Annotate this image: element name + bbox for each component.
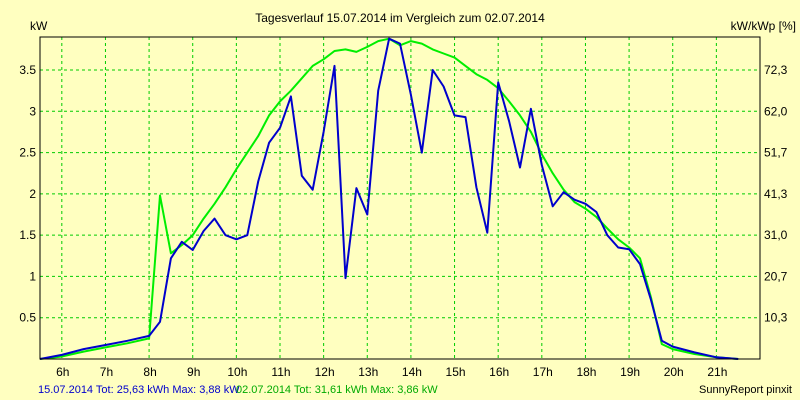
x-tick-label: 18h <box>576 365 596 379</box>
series-layer <box>39 37 739 360</box>
y-tick-label: 1 <box>29 269 36 283</box>
x-tick-label: 19h <box>620 365 640 379</box>
x-tick-label: 21h <box>707 365 727 379</box>
x-tick-label: 20h <box>664 365 684 379</box>
x-tick-label: 6h <box>56 365 69 379</box>
y-tick-label: 2 <box>29 187 36 201</box>
x-tick-label: 16h <box>489 365 509 379</box>
grid <box>40 37 760 359</box>
series-line-02.07.2014 <box>39 37 739 360</box>
y-axis-left-label: kW <box>30 19 48 33</box>
y2-tick-label: 31,0 <box>764 228 788 242</box>
x-tick-label: 8h <box>143 365 156 379</box>
x-tick-label: 9h <box>187 365 200 379</box>
x-tick-label: 17h <box>533 365 553 379</box>
footer-series-green-summary: 02.07.2014 Tot: 31,61 kWh Max: 3,86 kW <box>236 384 438 396</box>
x-tick-label: 14h <box>402 365 422 379</box>
y-tick-label: 3.5 <box>19 63 36 77</box>
y-tick-label: 3 <box>29 104 36 118</box>
footer-series-blue-summary: 15.07.2014 Tot: 25,63 kWh Max: 3,88 kW <box>38 384 240 396</box>
y2-tick-label: 62,0 <box>764 104 788 118</box>
y2-tick-label: 41,3 <box>764 187 788 201</box>
footer-credit: SunnyReport pinxit <box>699 384 792 396</box>
y-tick-label: 2.5 <box>19 146 36 160</box>
y-axis-right-label: kW/kWp [%] <box>731 19 796 33</box>
x-tick-label: 10h <box>227 365 247 379</box>
x-tick-label: 7h <box>100 365 113 379</box>
chart-title: Tagesverlauf 15.07.2014 im Vergleich zum… <box>255 11 545 25</box>
y2-tick-label: 72,3 <box>764 63 788 77</box>
y-tick-label: 0.5 <box>19 311 36 325</box>
y-tick-label: 1.5 <box>19 228 36 242</box>
y2-tick-label: 10,3 <box>764 311 788 325</box>
x-tick-label: 11h <box>271 365 290 379</box>
x-tick-label: 15h <box>446 365 466 379</box>
x-tick-label: 12h <box>315 365 335 379</box>
plot-area-frame <box>39 36 761 360</box>
y2-tick-label: 51,7 <box>764 146 788 160</box>
series-line-15.07.2014 <box>39 37 739 360</box>
tick-labels: 6h 7h 8h 9h 10h 11h 12h 13h 14h 15h 16h 17h 18h 19h 20… <box>19 63 787 379</box>
y2-tick-label: 20,7 <box>764 269 788 283</box>
x-tick-label: 13h <box>358 365 378 379</box>
